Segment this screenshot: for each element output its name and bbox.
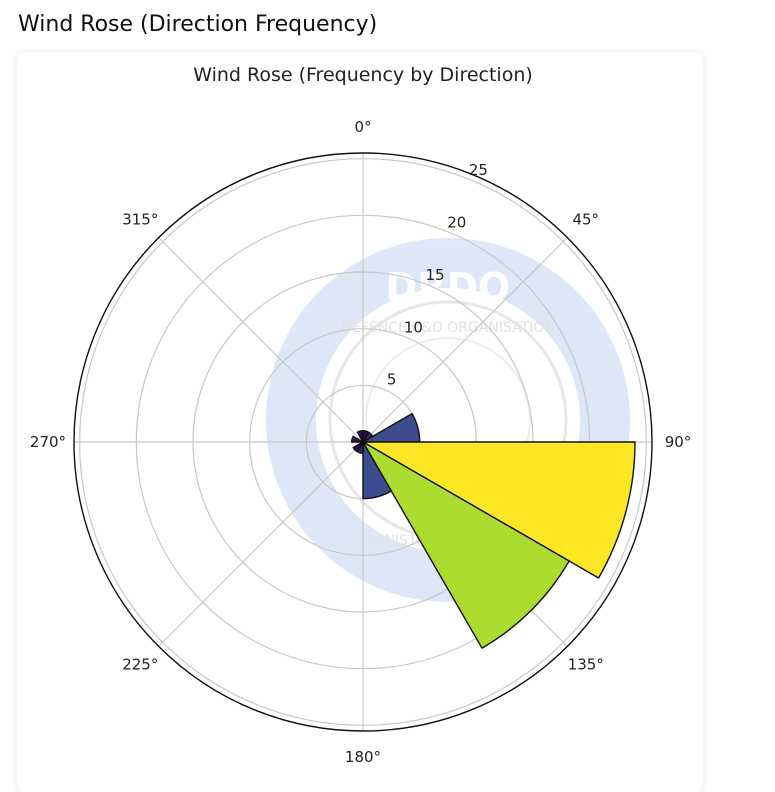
- radial-tick-label: 5: [387, 371, 397, 389]
- radial-tick-label: 20: [447, 214, 466, 232]
- angular-gridline-315: [158, 237, 364, 443]
- wind-bar-90deg: [362, 441, 636, 579]
- wind-bar-120deg: [362, 441, 570, 649]
- wind-bar-150deg: [362, 441, 393, 500]
- angle-tick-label: 0°: [354, 118, 371, 136]
- angular-gridline-225: [158, 441, 364, 647]
- wind-bar-270deg: [350, 435, 364, 443]
- angle-tick-label: 180°: [345, 748, 381, 766]
- page-heading: Wind Rose (Direction Frequency): [18, 12, 378, 37]
- wind-bar-330deg: [356, 429, 364, 443]
- angle-tick-label: 135°: [568, 656, 604, 674]
- angle-tick-label: 270°: [30, 433, 66, 451]
- angle-tick-label: 315°: [122, 210, 158, 228]
- angular-gridline-45: [362, 237, 568, 443]
- watermark-letters: DRDO: [386, 265, 511, 309]
- radial-tick-label: 25: [469, 161, 488, 179]
- chart-title: Wind Rose (Frequency by Direction): [193, 64, 533, 86]
- radial-tick-label: 10: [404, 318, 423, 336]
- polar-tick-labels: 0° 45° 90° 135° 180° 225° 270° 315° 5 10 15 20 25: [30, 118, 691, 766]
- wind-rose-chart: Wind Rose (Frequency by Direction) DRDO …: [30, 64, 691, 766]
- watermark-text-top: DEFENCE R&D ORGANISATION: [341, 320, 555, 336]
- angle-tick-label: 90°: [665, 433, 692, 451]
- radial-tick-label: 15: [426, 266, 445, 284]
- angle-tick-label: 45°: [572, 210, 599, 228]
- wind-bar-210deg: [352, 441, 364, 453]
- wind-rose-bars: [350, 412, 636, 649]
- angle-tick-label: 225°: [122, 656, 158, 674]
- polar-outer-spine: [73, 152, 653, 732]
